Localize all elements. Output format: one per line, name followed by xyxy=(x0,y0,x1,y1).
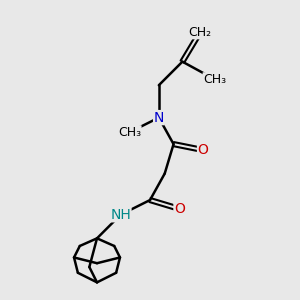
Text: O: O xyxy=(174,202,185,216)
Text: CH₃: CH₃ xyxy=(203,73,226,86)
Text: CH₂: CH₂ xyxy=(188,26,212,39)
Text: CH₃: CH₃ xyxy=(118,126,141,139)
Text: N: N xyxy=(154,111,164,124)
Text: O: O xyxy=(198,143,208,157)
Text: NH: NH xyxy=(110,208,131,222)
